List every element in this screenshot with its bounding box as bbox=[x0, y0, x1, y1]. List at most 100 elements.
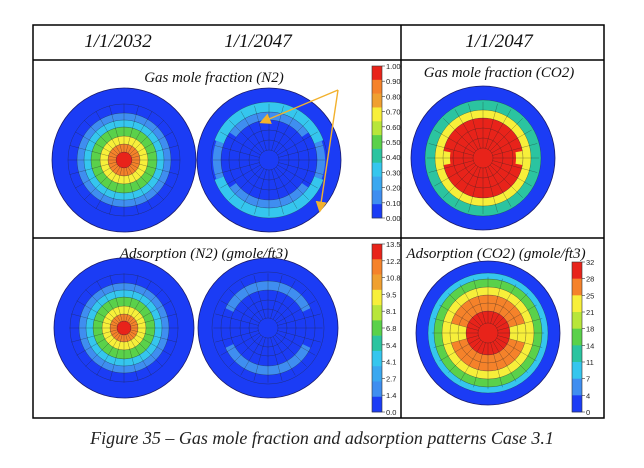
grid-lines bbox=[424, 99, 542, 217]
colorbar-swatch bbox=[372, 244, 382, 260]
grid-spoke bbox=[459, 341, 484, 382]
grid-lines bbox=[211, 271, 325, 385]
grid-spoke bbox=[490, 342, 503, 388]
colorbar-frame bbox=[571, 261, 583, 413]
colorbar-swatch bbox=[372, 289, 382, 306]
grid-spoke bbox=[494, 339, 528, 373]
grid-spoke bbox=[278, 145, 324, 158]
disk-outline bbox=[196, 87, 342, 233]
colorbar-swatch bbox=[572, 312, 582, 329]
grid-spoke bbox=[130, 313, 177, 327]
disk-co2-gas-2047 bbox=[410, 85, 556, 231]
grid-spoke bbox=[273, 168, 298, 209]
grid-spoke bbox=[129, 300, 172, 325]
grid-spoke bbox=[487, 166, 512, 207]
colorbar-swatch bbox=[372, 305, 382, 321]
grid-spoke bbox=[433, 318, 479, 331]
co2-ads-tick-label: 11 bbox=[586, 358, 594, 367]
grid-spoke bbox=[220, 300, 260, 324]
grid-spoke bbox=[490, 278, 503, 324]
grid-spoke bbox=[71, 313, 118, 327]
colorbar-swatch bbox=[372, 190, 382, 205]
grid-spoke bbox=[84, 120, 119, 155]
n2-gas-tick-label: 0.60 bbox=[386, 123, 401, 132]
grid-spoke bbox=[96, 333, 121, 376]
n2-gas-tick-label: 0.70 bbox=[386, 108, 401, 117]
grid-spoke bbox=[272, 280, 296, 320]
grid-spoke bbox=[428, 143, 474, 156]
disk-outline bbox=[410, 85, 556, 231]
colorbar-swatch bbox=[372, 204, 382, 219]
grid-spoke bbox=[433, 335, 479, 348]
colorbar-swatch bbox=[572, 328, 582, 346]
co2-ads-tick-label: 25 bbox=[586, 291, 594, 300]
grid-spoke bbox=[131, 161, 179, 175]
grid-spoke bbox=[492, 284, 517, 325]
arc-bottom bbox=[225, 344, 311, 375]
colorbar-swatch bbox=[372, 396, 382, 413]
colorbar-swatch bbox=[572, 295, 582, 313]
grid-spoke bbox=[485, 167, 498, 213]
colorbar-swatch bbox=[572, 278, 582, 296]
grid-spoke bbox=[130, 329, 177, 343]
grid-ring bbox=[427, 272, 549, 394]
n2-gas-tick-label: 0.30 bbox=[386, 168, 401, 177]
colorbar-swatch bbox=[372, 350, 382, 367]
grid-spoke bbox=[448, 293, 482, 327]
grid-spoke bbox=[439, 304, 480, 329]
colorbar-swatch bbox=[372, 381, 382, 398]
grid-spoke bbox=[125, 167, 139, 215]
grid-spoke bbox=[492, 341, 517, 382]
colorbar-co2-ads: 32 28 25 21 18 14 11 7 4 0 bbox=[571, 258, 594, 417]
grid-spoke bbox=[485, 103, 498, 149]
colorbar-swatch bbox=[372, 366, 382, 382]
grid-spoke bbox=[130, 131, 173, 157]
n2-ads-tick-label: 13.5 bbox=[386, 240, 401, 249]
grid-spoke bbox=[129, 120, 164, 155]
grid-lines bbox=[210, 101, 328, 219]
arrow-to-bottom-arc bbox=[315, 89, 339, 213]
grid-spoke bbox=[84, 165, 119, 200]
n2-ads-tick-label: 1.4 bbox=[386, 391, 396, 400]
n2-ads-tick-label: 6.8 bbox=[386, 324, 396, 333]
grid-spoke bbox=[492, 160, 538, 173]
grid-spoke bbox=[69, 145, 117, 159]
grid-spoke bbox=[497, 318, 543, 331]
grid-spoke bbox=[220, 164, 261, 189]
colorbar-swatch bbox=[572, 362, 582, 379]
colorbar-swatch bbox=[372, 148, 382, 164]
grid-spoke bbox=[448, 339, 482, 373]
grid-spoke bbox=[127, 280, 152, 323]
grid-spoke bbox=[76, 300, 119, 325]
disk-n2-gas-2047 bbox=[196, 87, 342, 233]
grid-spoke bbox=[496, 337, 537, 362]
grid-spoke bbox=[253, 337, 266, 381]
colorbar-swatch bbox=[372, 335, 382, 352]
grid-spoke bbox=[240, 111, 265, 152]
n2-ads-tick-label: 12.2 bbox=[386, 257, 401, 266]
disk-outline bbox=[415, 260, 561, 406]
title-n2-gas: Gas mole fraction (N2) bbox=[144, 70, 284, 86]
grid-spoke bbox=[129, 165, 164, 200]
grid-spoke bbox=[496, 304, 537, 329]
colorbar-swatch bbox=[372, 79, 382, 94]
grid-spoke bbox=[277, 313, 321, 326]
grid-spoke bbox=[454, 166, 479, 207]
co2-ads-tick-label: 21 bbox=[586, 308, 594, 317]
grid-spoke bbox=[109, 167, 123, 215]
disk-n2-ads-2032 bbox=[53, 257, 195, 399]
arc-top bbox=[225, 280, 311, 312]
disk-outline bbox=[53, 257, 195, 399]
colorbar-n2-gas: 1.00 0.90 0.80 0.70 0.60 0.50 0.40 0.30 0.20 0.10… bbox=[371, 62, 401, 223]
grid-spoke bbox=[254, 105, 267, 151]
co2-ads-tick-label: 28 bbox=[586, 275, 594, 284]
n2-ads-tick-label: 9.5 bbox=[386, 290, 396, 299]
co2-ads-tick-label: 0 bbox=[586, 408, 590, 417]
co2-ads-tick-label: 7 bbox=[586, 375, 590, 384]
grid-spoke bbox=[454, 109, 479, 150]
grid-spoke bbox=[220, 332, 260, 356]
grid-spoke bbox=[254, 169, 267, 215]
grid-spoke bbox=[276, 332, 316, 356]
n2-gas-tick-label: 0.90 bbox=[386, 77, 401, 86]
